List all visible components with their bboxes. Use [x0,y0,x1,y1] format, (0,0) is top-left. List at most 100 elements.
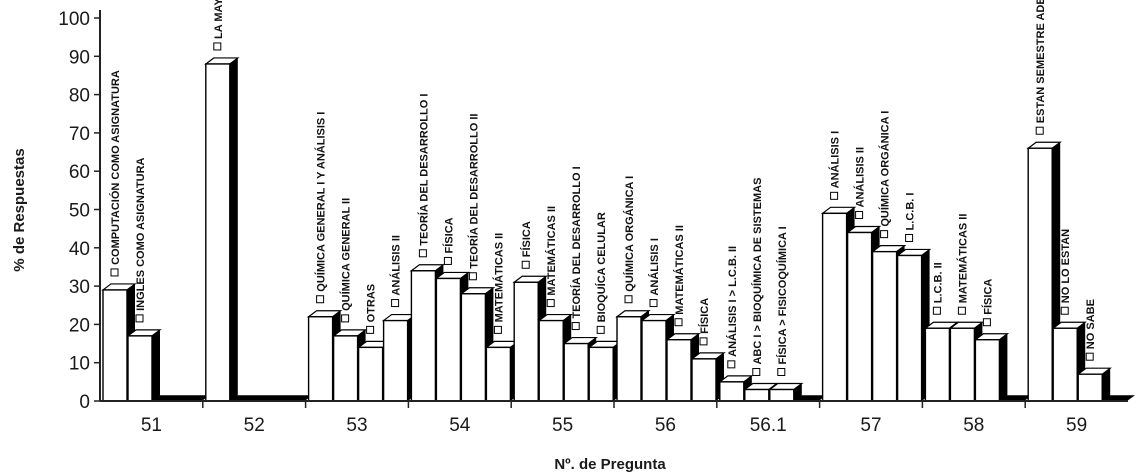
bar [616,316,642,402]
legend-square-icon [341,314,350,323]
bar-label: MATEMÁTICAS II [492,233,505,323]
x-category-label: 54 [449,415,471,436]
x-category-label: 56 [655,415,676,436]
bar-label-group: QUÍMICA GENERAL II [340,198,353,323]
legend-square-icon [752,368,761,377]
bar-label: ANÁLISIS II [390,235,403,296]
bar-label: ANÁLISIS I [829,131,842,188]
bar [719,381,745,402]
bars-layer [101,57,1135,402]
bar-side [1102,368,1111,401]
bar [769,388,795,402]
bar-label-group: MATEMÁTICAS II [956,214,969,315]
bar [588,346,614,402]
y-tick-label: 30 [69,277,90,298]
bar-label-group: OTRAS [366,284,378,334]
bar-label: TEORÍA DEL DESARROLLO II [467,114,480,269]
legend-square-icon [674,318,683,327]
bar-label: QUÍMICA GENERAL II [340,198,353,311]
legend-square-icon [957,306,966,315]
bar-label-group: QUÍMICA ORGÁNICA I [879,111,892,239]
bar-label-group: TEORÍA DEL DESARROLLO I [570,166,583,331]
bar-label: NO SABE [1085,299,1097,349]
bar-label-group: ANÁLISIS II [854,147,867,219]
bar-label-group: FÍSICA [698,298,711,346]
bar [307,316,334,402]
legend-square-icon [366,325,375,334]
bar [127,335,153,402]
bar-label: ANÁLISIS I [648,238,661,295]
bar-label: NO LO ESTAN [1060,229,1072,303]
y-tick-label: 70 [69,124,90,145]
bar-label: QUÍMICA GENERAL I Y ANÁLISIS I [315,112,328,292]
legend-square-icon [1060,306,1069,315]
legend-square-icon [830,191,839,200]
bar-label: MATEMÁTICAS II [673,225,686,315]
bar-label-group: ANÁLISIS I > L.C.B. II [726,246,739,369]
bar [896,254,923,402]
bar-label-group: FÍSICA [520,221,533,269]
legend-square-icon [596,325,605,334]
bar-label-group: QUÍMICA GENERAL I Y ANÁLISIS I [315,112,328,304]
x-category-label: 58 [963,415,984,436]
bar-label-group: ANÁLISIS II [390,235,403,308]
bar-label: LA MAYORÍA DE LASASIGNATURAS [212,0,225,39]
bar-label: COMPUTACIÓN COMO ASIGNATURA [109,70,122,265]
bar-label: ANÁLISIS II [854,147,867,208]
y-axis-title: % de Respuestas [11,148,28,271]
bar-label-group: TEORÍA DEL DESARROLLO II [467,114,480,281]
x-category-label: 52 [244,415,265,436]
axes-layer: 0 10 20 30 40 50 60 70 80 90 100 51 52 53 54 55 56 56.1 57… [58,9,1128,436]
bar-label: ANÁLISIS I > L.C.B. II [726,246,739,357]
legend-square-icon [316,295,325,304]
bar-side [152,329,160,401]
bar-label-group: NO LO ESTAN [1060,229,1072,315]
bar-label: QUÍMICA ORGÁNICA I [623,176,636,292]
bar [513,281,539,402]
bar-label: TEORÍA DEL DESARROLLO I [570,166,583,318]
bar-label-group: BIOQUÍCA CELULAR [595,212,608,334]
bar-label: L.C.B. II [932,262,944,303]
bar-label-group: ANÁLISIS I [648,238,661,308]
bar-label-group: ANÁLISIS I [829,131,842,200]
bar-label-group: FÍSICA [981,279,994,327]
bar-label-group: TEORÍA DEL DESARROLLO I [417,94,430,258]
x-category-label: 59 [1066,415,1087,436]
y-tick-label: 40 [69,239,90,260]
y-tick-label: 10 [69,354,90,375]
bar-label: L.C.B. I [905,193,917,231]
bar [641,319,667,402]
bar-side [229,57,238,402]
bar-label: ESTAN SEMESTRE ADECUADO [1035,0,1047,123]
bar-label: FÍSICA [698,298,711,334]
legend-square-icon [443,256,452,265]
legend-square-icon [1035,126,1044,135]
bar-side [793,383,802,401]
bar-label-group: LA MAYORÍA DE LASASIGNATURAS [212,0,225,51]
legend-square-icon [932,306,941,315]
legend-square-icon [391,299,400,308]
bar [357,346,384,402]
bar-label: BIOQUÍCA CELULAR [595,212,608,322]
bar [460,293,487,402]
bar-label: FÍSICA > FISICOQUÍMICA I [776,226,789,364]
bar-label: OTRAS [366,284,378,323]
y-tick-label: 60 [69,162,90,183]
bar-label: MATEMÁTICAS II [956,214,969,304]
bar-label-group: INGLES COMO ASIGNATURA [135,157,147,323]
bar [563,342,589,402]
bar [410,270,437,402]
legend-square-icon [546,299,555,308]
bar-label-group: L.C.B. II [932,262,944,315]
bar-label-group: MATEMÁTICAS II [492,233,505,334]
bar [691,358,717,402]
x-category-label: 53 [346,415,367,436]
x-category-label: 55 [552,415,573,436]
legend-square-icon [1085,352,1094,361]
bar-label-group: FÍSICA > FISICOQUÍMICA I [776,226,789,377]
bar-label: QUÍMICA ORGÁNICA I [879,111,892,227]
legend-square-icon [571,322,580,331]
bar [205,63,231,402]
bar [485,346,512,402]
bar [538,319,564,402]
